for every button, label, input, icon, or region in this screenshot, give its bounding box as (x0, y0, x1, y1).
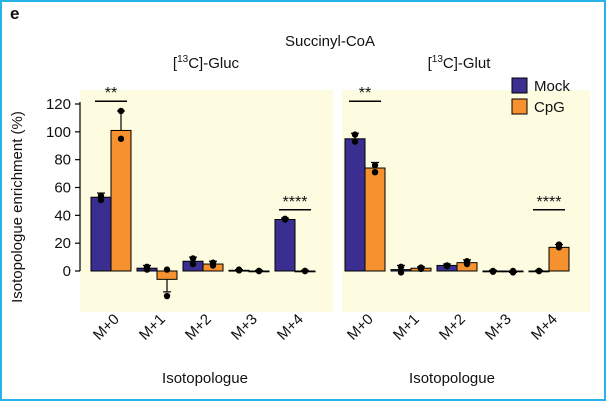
data-point (397, 263, 405, 271)
bar (274, 219, 296, 272)
bar (548, 246, 570, 272)
data-point (417, 265, 425, 273)
data-point (509, 269, 517, 276)
panel-subtitle-glut: [13C]-Glut (428, 54, 492, 72)
y-tick-label: 40 (54, 207, 71, 224)
x-axis-label-gluc: Isotopologue (162, 370, 248, 387)
x-tick-label: M+3 (228, 311, 261, 344)
data-point (281, 216, 289, 223)
significance-label: **** (283, 194, 308, 211)
bar (364, 167, 386, 272)
legend-label-mock: Mock (534, 78, 570, 95)
subtitle-prefix: [ (173, 55, 178, 72)
x-tick-label: M+4 (528, 311, 561, 344)
data-point (463, 260, 471, 268)
x-tick-label: M+0 (90, 311, 123, 344)
x-tick-label: M+3 (482, 311, 515, 344)
data-point (209, 262, 217, 269)
x-tick-label: M+2 (436, 311, 469, 344)
panel-subtitle-gluc: [13C]-Gluc (173, 54, 240, 72)
x-tick-label: M+1 (136, 311, 169, 344)
data-point (163, 292, 171, 300)
data-point (371, 162, 379, 169)
x-axis-label-glut: Isotopologue (409, 370, 495, 387)
data-point (189, 260, 197, 268)
data-point (117, 107, 125, 115)
panel-letter: e (10, 4, 19, 23)
data-point (535, 267, 543, 275)
data-point (97, 196, 105, 204)
y-tick-label: 60 (54, 180, 71, 197)
bar (110, 129, 132, 272)
chart-marks: ************ (90, 85, 570, 300)
x-tick-label: M+4 (274, 311, 307, 344)
y-tick-label: 80 (54, 152, 71, 169)
data-point (143, 266, 151, 273)
legend-label-cpg: CpG (534, 99, 565, 116)
data-point (255, 267, 263, 275)
data-point (301, 267, 309, 275)
data-point (371, 168, 379, 176)
legend-swatch-cpg (511, 98, 528, 115)
subtitle-suffix: C]-Glut (443, 55, 491, 72)
x-tick-labels: M+0 M+1 M+2 M+3 M+4 M+0 M+1 M+2 M+3 M+4 (90, 311, 561, 344)
y-tick-label: 0 (63, 263, 71, 280)
data-point (163, 266, 171, 273)
bar (90, 196, 112, 272)
data-point (489, 268, 497, 275)
x-tick-label: M+1 (390, 311, 423, 344)
subtitle-superscript: 13 (177, 54, 189, 65)
data-point (555, 244, 563, 251)
data-point (351, 138, 359, 145)
y-tick-label: 20 (54, 235, 71, 252)
data-point (189, 255, 197, 262)
subtitle-suffix: C]-Gluc (188, 55, 239, 72)
y-tick-label: 100 (46, 124, 71, 141)
y-tick-label: 120 (46, 96, 71, 113)
significance-label: **** (537, 194, 562, 211)
y-axis: 0 20 40 60 80 100 120 (46, 96, 81, 280)
data-point (443, 262, 451, 270)
legend-swatch-mock (511, 77, 528, 94)
y-axis-label: Isotopologue enrichment (%) (9, 111, 26, 303)
subtitle-prefix: [ (428, 55, 433, 72)
x-tick-label: M+0 (344, 311, 377, 344)
data-point (117, 135, 125, 142)
legend: Mock CpG (511, 77, 570, 116)
significance-label: ** (105, 85, 117, 102)
bar (344, 138, 366, 272)
data-point (351, 131, 359, 138)
x-tick-label: M+2 (182, 311, 215, 344)
data-point (235, 267, 243, 274)
data-point (397, 269, 405, 276)
subtitle-superscript: 13 (432, 54, 444, 65)
chart-title: Succinyl-CoA (285, 33, 375, 50)
significance-label: ** (359, 85, 371, 102)
